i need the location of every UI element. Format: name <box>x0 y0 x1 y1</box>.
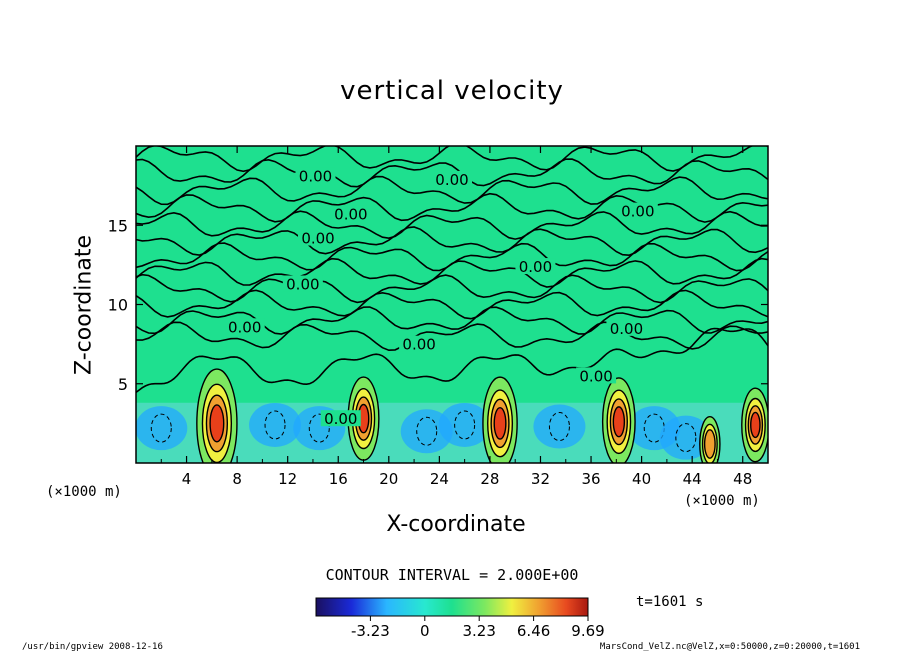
zero-contour-line <box>136 273 768 304</box>
zero-contour-line <box>136 192 768 223</box>
contour-label-bg <box>224 318 265 335</box>
contour-label-bg <box>295 167 336 184</box>
colorbar-tick-label: 0 <box>420 622 430 640</box>
contour-label-bg <box>606 319 647 336</box>
contour-label-bg <box>399 335 440 352</box>
colorbar-tick-label: 6.46 <box>517 622 550 640</box>
zero-contour-line <box>136 175 768 206</box>
zero-contour-line <box>136 306 768 335</box>
y-tick-label: 10 <box>108 296 128 315</box>
downdraft-cell <box>136 406 188 451</box>
contour-label-bg <box>282 275 323 292</box>
contour-label: 0.00 <box>621 203 654 221</box>
colorbar-tick-label: -3.23 <box>351 622 390 640</box>
contour-label-bg <box>617 202 658 219</box>
zero-contour-line <box>136 210 768 240</box>
colorbar-tick-label: 3.23 <box>462 622 495 640</box>
x-tick-label: 36 <box>581 470 600 488</box>
downdraft-cell <box>533 404 586 449</box>
colorbar-tick-label: 9.69 <box>571 622 604 640</box>
contour-label-bg <box>432 170 472 187</box>
negative-contour <box>454 410 476 440</box>
negative-contour <box>264 410 286 440</box>
zero-contour-line <box>136 289 768 320</box>
x-tick-label: 48 <box>733 470 752 488</box>
contour-label: 0.00 <box>402 336 435 354</box>
chart-title: vertical velocity <box>340 76 564 106</box>
zero-contour-line <box>136 146 768 173</box>
updraft-core <box>750 411 761 439</box>
zero-contour-line <box>136 158 768 188</box>
contour-label: 0.00 <box>299 168 332 186</box>
downdraft-cell <box>659 415 712 460</box>
envelope-contour <box>136 327 768 394</box>
time-label: t=1601 s <box>636 594 704 610</box>
y-tick-label: 15 <box>108 216 128 235</box>
x-axis-label: X-coordinate <box>386 512 526 537</box>
contour-label: 0.00 <box>519 258 552 276</box>
contour-label-bg <box>330 205 371 222</box>
contour-label: 0.00 <box>324 410 357 428</box>
contour-label: 0.00 <box>610 320 643 338</box>
x-tick-label: 24 <box>430 470 449 488</box>
updraft-core <box>493 406 507 440</box>
negative-contour <box>150 413 172 443</box>
x-tick-label: 44 <box>683 470 702 488</box>
negative-contour <box>675 423 697 453</box>
zero-contour-line <box>136 226 768 257</box>
x-tick-label: 8 <box>232 470 242 488</box>
contour-label-bg <box>320 410 361 427</box>
contour-label-bg <box>576 367 617 384</box>
x-unit-left: (×1000 m) <box>46 484 122 500</box>
x-tick-label: 20 <box>379 470 398 488</box>
contour-label: 0.00 <box>301 230 334 248</box>
x-unit-right: (×1000 m) <box>684 493 760 509</box>
footer-right: MarsCond_VelZ.nc@VelZ,x=0:50000,z=0:2000… <box>599 642 860 652</box>
negative-contour <box>548 412 570 442</box>
x-tick-label: 4 <box>182 470 192 488</box>
updraft-core <box>703 429 716 459</box>
contour-label: 0.00 <box>579 367 612 385</box>
contour-label: 0.00 <box>286 275 319 293</box>
contour-label: 0.00 <box>228 318 261 336</box>
contour-label-bg <box>515 258 556 275</box>
y-axis-label: Z-coordinate <box>71 235 97 375</box>
footer-left: /usr/bin/gpview 2008-12-16 <box>22 642 163 652</box>
negative-contour <box>308 413 330 443</box>
updraft-core <box>209 404 225 443</box>
colorbar <box>315 597 589 617</box>
y-tick-label: 5 <box>118 375 128 394</box>
downdraft-cell <box>438 402 491 447</box>
contour-label: 0.00 <box>435 171 468 189</box>
zero-contour-line <box>136 321 768 352</box>
negative-contour <box>416 416 438 446</box>
downdraft-cell <box>249 402 302 447</box>
x-tick-label: 16 <box>329 470 348 488</box>
contour-label: 0.00 <box>334 206 367 224</box>
x-tick-label: 28 <box>480 470 499 488</box>
contour-label-bg <box>298 229 339 246</box>
zero-contour-line <box>136 257 768 288</box>
x-tick-label: 12 <box>278 470 297 488</box>
x-tick-label: 40 <box>632 470 651 488</box>
updraft-core <box>612 406 626 438</box>
x-tick-label: 32 <box>531 470 550 488</box>
contour-interval: CONTOUR INTERVAL = 2.000E+00 <box>325 566 579 584</box>
